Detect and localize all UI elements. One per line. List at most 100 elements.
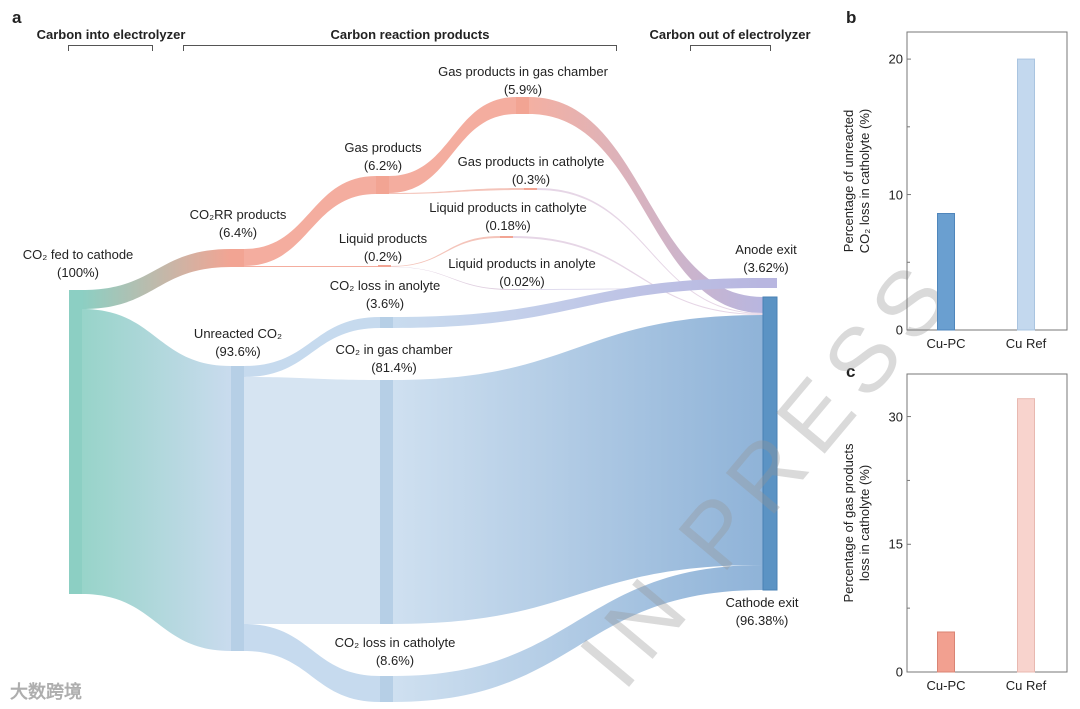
- node-value: (6.4%): [218, 225, 258, 240]
- bracket-out: [690, 45, 771, 51]
- node-name: Cathode exit: [725, 595, 799, 610]
- node-value: (8.6%): [375, 653, 415, 668]
- node-label-co2rr: CO₂RR products (6.4%): [190, 206, 287, 242]
- node-label-catholyte_loss: CO₂ loss in catholyte (8.6%): [335, 634, 456, 670]
- node-label-liq_anolyte: Liquid products in anolyte (0.02%): [448, 255, 595, 291]
- node-name: Liquid products in anolyte: [448, 256, 596, 271]
- node-name: CO₂RR products: [189, 207, 287, 222]
- link-fed-to-unreacted: [82, 309, 231, 651]
- bar-c-cu-pc: [937, 631, 955, 673]
- header-carbon-into: Carbon into electrolyzer: [36, 27, 186, 42]
- logo: 大数跨境: [10, 682, 82, 702]
- node-label-liquid: Liquid products (0.2%): [339, 230, 427, 266]
- x-tick-label: Cu Ref: [1005, 336, 1047, 351]
- node-name: Liquid products in catholyte: [429, 200, 587, 215]
- node-label-gas_chamber_co2: CO₂ in gas chamber (81.4%): [335, 341, 452, 377]
- node-label-gas: Gas products (6.2%): [344, 139, 421, 175]
- node-value: (93.6%): [215, 344, 261, 359]
- node-value: (3.62%): [743, 260, 789, 275]
- node-label-anolyte_loss: CO₂ loss in anolyte (3.6%): [330, 277, 441, 313]
- node-gas: [376, 176, 389, 194]
- node-unreacted: [231, 366, 244, 651]
- node-value: (0.2%): [363, 249, 403, 264]
- x-tick-label: Cu Ref: [1005, 678, 1047, 693]
- node-gas_gas_chamber: [516, 97, 529, 114]
- link-co2rr-to-liquid: [244, 266, 378, 267]
- node-gas_catholyte: [524, 188, 537, 190]
- node-label-gas_gas_chamber: Gas products in gas chamber (5.9%): [438, 63, 608, 99]
- node-name: CO₂ loss in catholyte: [334, 635, 456, 650]
- link-catholyte_loss-to-cathode_exit: [393, 565, 763, 702]
- node-name: Gas products: [344, 140, 422, 155]
- node-gas_chamber_co2: [380, 380, 393, 624]
- node-name: Gas products in gas chamber: [438, 64, 608, 79]
- node-name: Anode exit: [735, 242, 797, 257]
- link-gas_chamber_co2-to-cathode_exit: [393, 315, 763, 624]
- node-catholyte_loss: [380, 676, 393, 702]
- bar-b-cu-ref: [1017, 58, 1035, 331]
- node-name: CO₂ fed to cathode: [22, 247, 134, 262]
- node-value: (81.4%): [371, 360, 417, 375]
- y-tick-label: 30: [888, 409, 903, 425]
- header-carbon-out: Carbon out of electrolyzer: [649, 27, 811, 42]
- bar-c-cu-ref: [1017, 398, 1035, 673]
- x-tick-label: Cu-PC: [926, 336, 966, 351]
- y-tick-label: 15: [888, 536, 903, 552]
- node-liq_anolyte: [512, 289, 525, 290]
- link-liquid-to-liq_catholyte: [391, 236, 500, 267]
- node-value: (0.3%): [511, 172, 551, 187]
- panel-label-b: b: [846, 8, 857, 27]
- y-tick-label: 0: [895, 322, 903, 338]
- node-label-anode_exit: Anode exit (3.62%): [735, 241, 796, 277]
- panel-label-c: c: [846, 362, 856, 381]
- node-name: Gas products in catholyte: [457, 154, 605, 169]
- node-value: (3.6%): [365, 296, 405, 311]
- node-label-liq_catholyte: Liquid products in catholyte (0.18%): [429, 199, 587, 235]
- node-co2rr: [231, 249, 244, 267]
- node-anode_exit: [763, 278, 777, 288]
- link-liquid-to-liq_anolyte: [391, 266, 512, 290]
- node-label-fed: CO₂ fed to cathode (100%): [23, 246, 134, 282]
- node-value: (96.38%): [735, 613, 789, 628]
- y-axis-label-line: CO₂ loss in catholyte (%): [857, 108, 872, 254]
- node-anolyte_loss: [380, 317, 393, 328]
- y-axis-label-line: Percentage of unreacted: [841, 109, 856, 253]
- link-unreacted-to-gas_chamber_co2: [244, 377, 380, 624]
- bar-b-cu-pc: [937, 213, 955, 331]
- y-axis-label-b: Percentage of unreacted CO₂ loss in catho…: [841, 109, 873, 253]
- header-reaction-products: Carbon reaction products: [330, 27, 490, 42]
- node-value: (5.9%): [503, 82, 543, 97]
- link-gas-to-gas_catholyte: [389, 188, 524, 194]
- link-gas_catholyte-to-cathode_exit: [537, 188, 763, 314]
- plot-frame-c: [906, 373, 1068, 673]
- node-fed: [69, 290, 82, 594]
- link-fed-to-co2rr: [82, 249, 231, 309]
- y-tick-label: 0: [895, 664, 903, 680]
- link-anolyte_loss-to-anode_exit: [393, 278, 763, 328]
- bracket-reaction: [183, 45, 617, 51]
- node-label-gas_catholyte: Gas products in catholyte (0.3%): [458, 153, 605, 189]
- y-tick-label: 20: [888, 51, 903, 67]
- node-label-cathode_exit: Cathode exit (96.38%): [726, 594, 799, 630]
- node-value: (0.18%): [485, 218, 531, 233]
- y-tick-label: 10: [888, 187, 903, 203]
- link-unreacted-to-anolyte_loss: [244, 317, 380, 377]
- node-liq_catholyte: [500, 236, 513, 238]
- y-axis-label-c: Percentage of gas products loss in cathol…: [841, 444, 873, 603]
- bracket-into: [68, 45, 153, 51]
- y-axis-label-line: loss in catholyte (%): [857, 464, 872, 582]
- node-value: (6.2%): [363, 158, 403, 173]
- link-unreacted-to-catholyte_loss: [244, 624, 380, 702]
- node-name: Unreacted CO₂: [193, 326, 283, 341]
- node-liquid: [378, 265, 391, 267]
- node-cathode_exit: [762, 296, 778, 591]
- plot-frame-b: [906, 31, 1068, 331]
- node-name: CO₂ in gas chamber: [335, 342, 453, 357]
- node-value: (100%): [57, 265, 99, 280]
- y-axis-label-line: Percentage of gas products: [841, 443, 856, 603]
- node-value: (0.02%): [499, 274, 545, 289]
- link-gas-to-gas_gas_chamber: [389, 97, 516, 193]
- link-co2rr-to-gas: [244, 176, 376, 266]
